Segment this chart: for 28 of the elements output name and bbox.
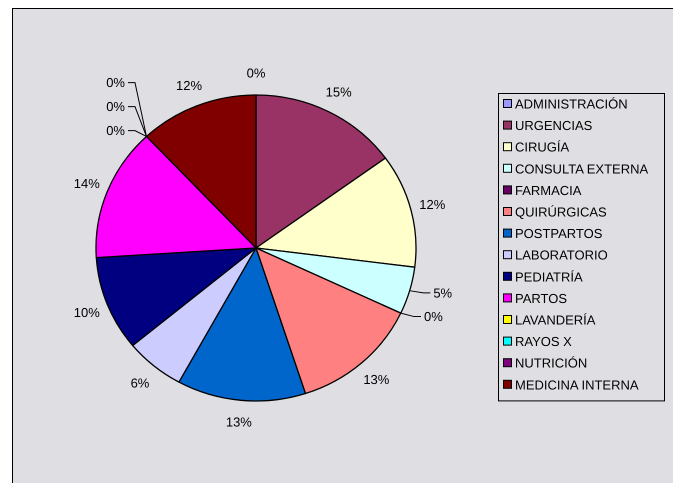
text: 0% <box>246 66 266 80</box>
data-label: 14% <box>74 176 100 192</box>
text: 0% <box>106 99 125 114</box>
legend-label: LAVANDERÍA <box>515 312 596 328</box>
data-label: 5% <box>433 285 453 300</box>
text: 0% <box>106 123 125 138</box>
text: 0% <box>106 75 125 90</box>
legend-label: PEDIATRÍA <box>515 269 583 284</box>
data-label: 15% <box>326 84 352 100</box>
legend-label: ADMINISTRACIÓN <box>515 96 628 112</box>
legend-label: NUTRICIÓN <box>515 356 588 371</box>
data-label: 10% <box>74 304 100 320</box>
legend-label: FARMACIA <box>515 182 582 198</box>
legend-label: URGENCIAS <box>515 118 593 134</box>
legend-label: MEDICINA INTERNA <box>515 377 639 392</box>
legend-label: QUIRÚRGICAS <box>515 204 608 220</box>
legend-label: LABORATORIO <box>515 248 608 263</box>
data-label: 13% <box>363 372 390 387</box>
legend-label: POSTPARTOS <box>515 226 603 242</box>
legend-label: CONSULTA EXTERNA <box>515 161 648 176</box>
legend-label: CIRUGÍA <box>515 140 570 155</box>
legend-label: PARTOS <box>515 290 568 306</box>
legend-label: RAYOS X <box>515 334 572 350</box>
data-label: 12% <box>419 196 446 212</box>
data-label: 13% <box>226 414 252 430</box>
data-label: 12% <box>176 78 202 93</box>
data-label: 6% <box>130 375 150 390</box>
text: 0% <box>424 309 443 324</box>
